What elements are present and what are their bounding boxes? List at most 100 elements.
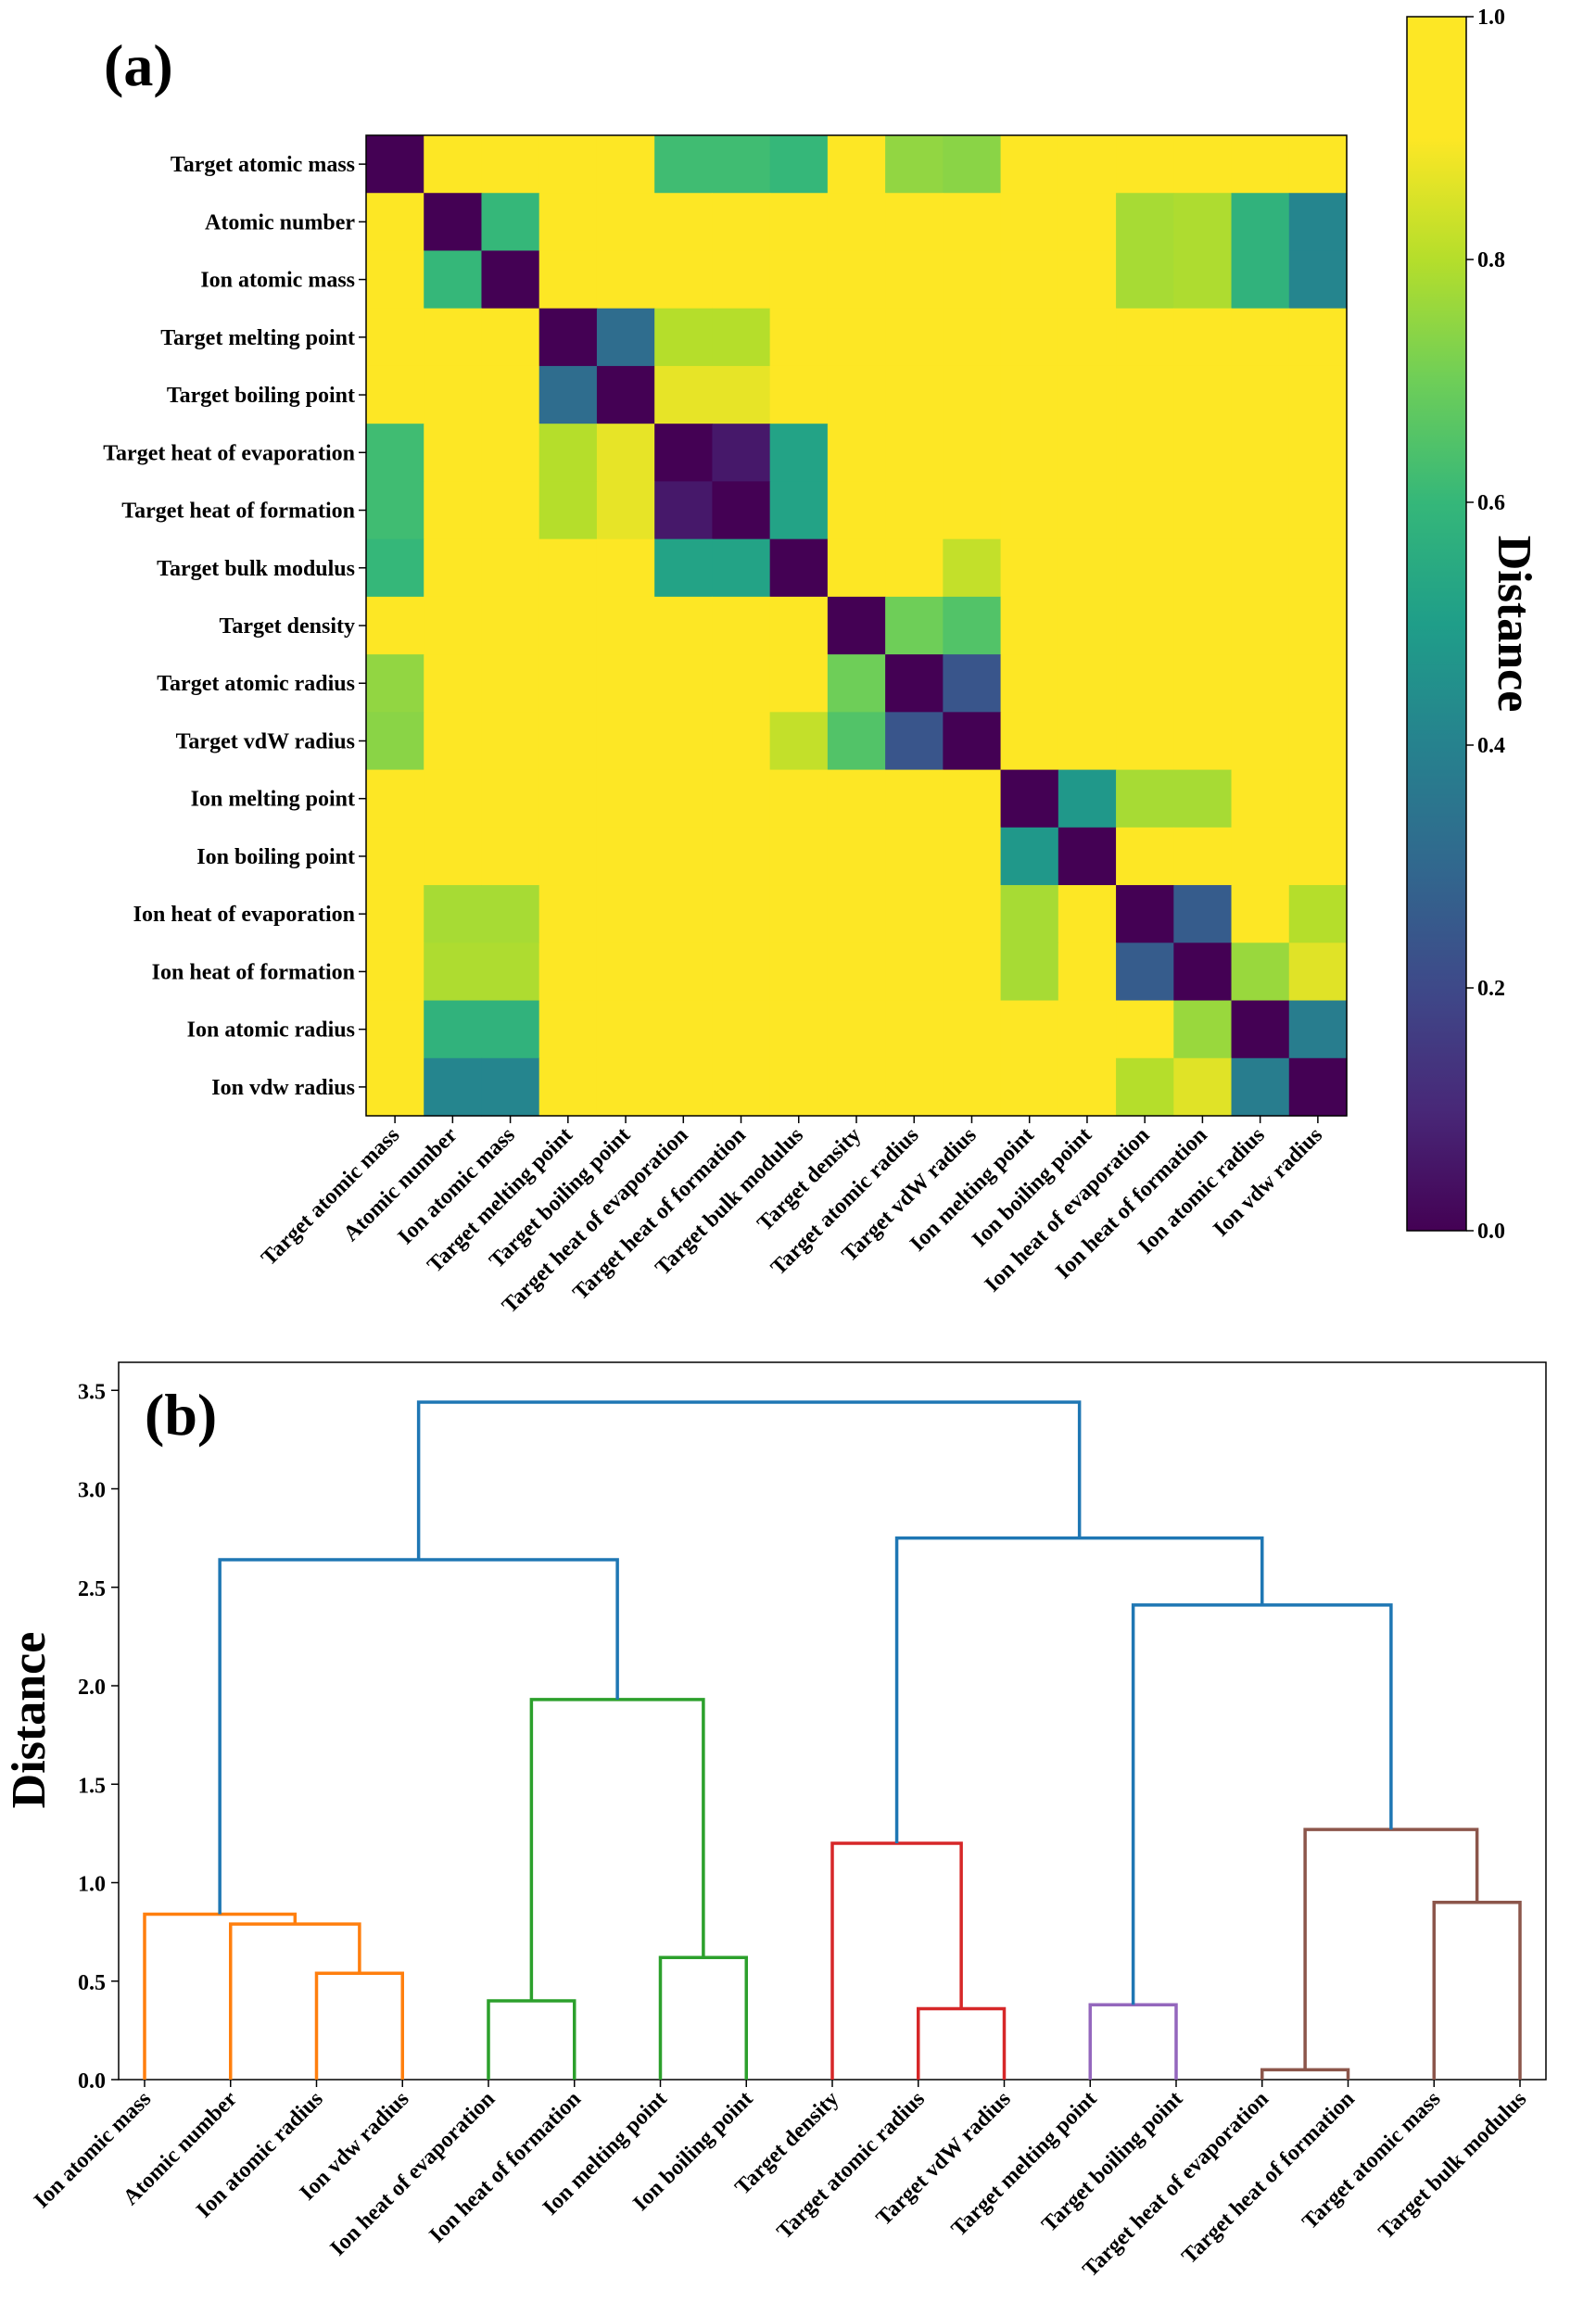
heatmap-cell bbox=[1231, 365, 1290, 424]
heatmap-cell bbox=[1231, 827, 1290, 886]
heatmap-cell bbox=[1058, 135, 1117, 194]
heatmap-cell bbox=[424, 481, 483, 540]
heatmap-cell bbox=[885, 424, 944, 483]
row-label: Target density bbox=[220, 614, 355, 639]
heatmap-cell bbox=[424, 942, 483, 1002]
heatmap-cell bbox=[1288, 1000, 1348, 1059]
heatmap-cell bbox=[827, 365, 886, 424]
row-label: Target atomic radius bbox=[157, 672, 355, 696]
heatmap-cell bbox=[943, 596, 1002, 655]
heatmap-cell bbox=[481, 538, 540, 598]
heatmap-cell bbox=[1173, 135, 1233, 194]
heatmap-cell bbox=[769, 769, 829, 829]
heatmap-cell bbox=[424, 365, 483, 424]
heatmap-cell bbox=[538, 481, 598, 540]
heatmap-cell bbox=[1116, 424, 1174, 483]
heatmap-cell bbox=[538, 942, 598, 1002]
row-label: Ion atomic radius bbox=[187, 1018, 355, 1043]
heatmap-cell bbox=[424, 769, 483, 829]
heatmap-cell bbox=[827, 135, 886, 194]
heatmap-cell bbox=[1173, 769, 1233, 829]
heatmap-cell bbox=[596, 942, 655, 1002]
heatmap-cell bbox=[827, 193, 886, 252]
heatmap-cell bbox=[712, 654, 771, 713]
heatmap-cell bbox=[943, 769, 1002, 829]
heatmap-cell bbox=[538, 135, 598, 194]
dendrogram-link bbox=[314, 1971, 404, 2080]
heatmap-cell bbox=[481, 654, 540, 713]
heatmap-cell bbox=[1288, 654, 1348, 713]
heatmap-cell bbox=[1288, 769, 1348, 829]
heatmap-cells bbox=[366, 135, 1348, 1117]
heatmap-cell bbox=[712, 538, 771, 598]
heatmap-cell bbox=[1058, 424, 1117, 483]
row-label: Target atomic mass bbox=[171, 153, 355, 177]
heatmap-cell bbox=[1173, 712, 1233, 771]
heatmap-cell bbox=[654, 654, 714, 713]
heatmap-cell bbox=[827, 424, 886, 483]
heatmap-cell bbox=[1058, 1057, 1117, 1117]
heatmap-cell bbox=[827, 596, 886, 655]
heatmap-cell bbox=[366, 942, 424, 1002]
heatmap-cell bbox=[538, 538, 598, 598]
heatmap-cell bbox=[538, 193, 598, 252]
heatmap-panel: (a) Target atomic mass Atomic number Ion a… bbox=[103, 6, 1540, 1318]
heatmap-cell bbox=[424, 885, 483, 943]
heatmap-cell bbox=[538, 365, 598, 424]
heatmap-cell bbox=[1231, 250, 1290, 310]
colorbar-tick-label: 0.4 bbox=[1477, 734, 1505, 758]
heatmap-cell bbox=[1288, 885, 1348, 943]
dendrogram-link bbox=[1260, 2068, 1350, 2080]
row-label: Target vdW radius bbox=[176, 729, 355, 753]
heatmap-cell bbox=[424, 424, 483, 483]
heatmap-cell bbox=[1058, 769, 1117, 829]
heatmap-cell bbox=[712, 769, 771, 829]
heatmap-cell bbox=[1116, 712, 1174, 771]
heatmap-cell bbox=[538, 885, 598, 943]
colorbar-tick-label: 0.6 bbox=[1477, 491, 1505, 515]
row-label: Atomic number bbox=[205, 210, 355, 234]
heatmap-cell bbox=[1173, 885, 1233, 943]
heatmap-cell bbox=[1116, 193, 1174, 252]
y-tick-label: 1.0 bbox=[78, 1873, 106, 1897]
heatmap-cell bbox=[596, 885, 655, 943]
heatmap-cell bbox=[712, 424, 771, 483]
heatmap-cell bbox=[769, 885, 829, 943]
heatmap-cell bbox=[1116, 1000, 1174, 1059]
heatmap-cell bbox=[654, 885, 714, 943]
dendrogram-link bbox=[894, 1536, 1264, 1843]
heatmap-cell bbox=[654, 596, 714, 655]
heatmap-cell bbox=[827, 481, 886, 540]
heatmap-cell bbox=[538, 827, 598, 886]
heatmap-cell bbox=[366, 596, 424, 655]
heatmap-cell bbox=[481, 193, 540, 252]
heatmap-cell bbox=[712, 250, 771, 310]
heatmap-cell bbox=[1000, 424, 1059, 483]
heatmap-cell bbox=[1058, 193, 1117, 252]
heatmap-cell bbox=[943, 654, 1002, 713]
heatmap-cell bbox=[712, 827, 771, 886]
y-tick-label: 0.5 bbox=[78, 1971, 106, 1995]
heatmap-cell bbox=[366, 654, 424, 713]
dendrogram-link bbox=[917, 2006, 1007, 2080]
row-label: Ion boiling point bbox=[196, 845, 355, 869]
heatmap-cell bbox=[424, 712, 483, 771]
heatmap-cell bbox=[1288, 827, 1348, 886]
heatmap-cell bbox=[1058, 885, 1117, 943]
heatmap-cell bbox=[1173, 538, 1233, 598]
heatmap-cell bbox=[424, 538, 483, 598]
heatmap-cell bbox=[943, 827, 1002, 886]
heatmap-cell bbox=[1000, 1000, 1059, 1059]
heatmap-cell bbox=[1058, 538, 1117, 598]
heatmap-cell bbox=[1288, 1057, 1348, 1117]
heatmap-cell bbox=[885, 827, 944, 886]
heatmap-cell bbox=[366, 538, 424, 598]
heatmap-cell bbox=[366, 135, 424, 194]
heatmap-cell bbox=[366, 193, 424, 252]
heatmap-cell bbox=[827, 1057, 886, 1117]
colorbar-tick-label: 1.0 bbox=[1477, 6, 1505, 30]
heatmap-cell bbox=[1000, 481, 1059, 540]
heatmap-cell bbox=[885, 1057, 944, 1117]
heatmap-cell bbox=[1231, 308, 1290, 367]
heatmap-cell bbox=[943, 424, 1002, 483]
